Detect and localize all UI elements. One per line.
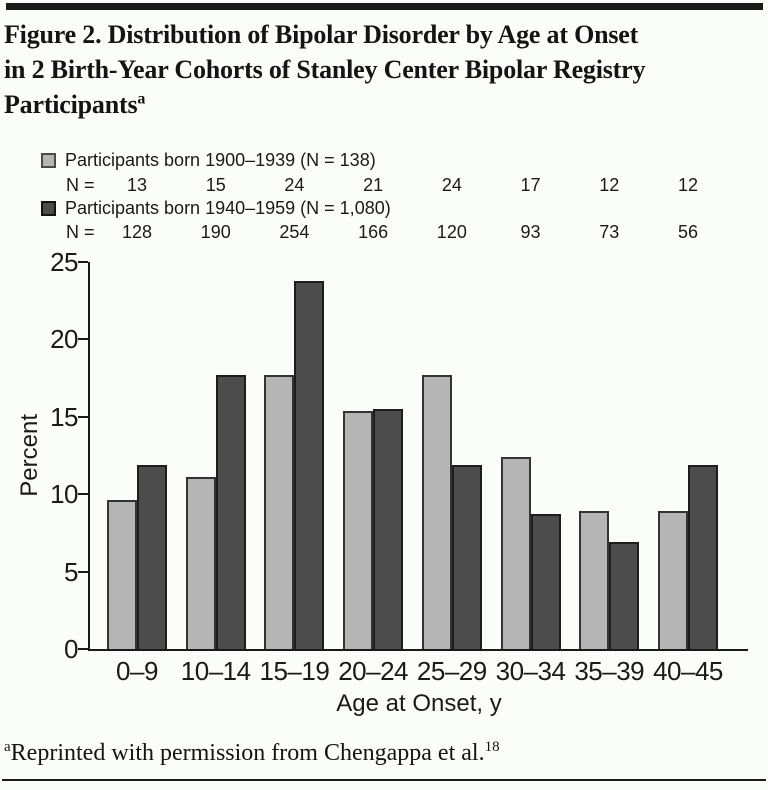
y-axis-tick bbox=[78, 648, 88, 650]
bar-cohort-1940-1959 bbox=[451, 464, 482, 649]
n-equals-label: N = bbox=[66, 222, 95, 242]
bottom-rule bbox=[2, 779, 766, 781]
x-axis-title: Age at Onset, y bbox=[336, 690, 502, 717]
footnote-text: Reprinted with permission from Chengappa… bbox=[10, 740, 485, 766]
y-tick-label: 15 bbox=[50, 401, 78, 432]
figure-title-line-2: in 2 Birth-Year Cohorts of Stanley Cente… bbox=[4, 55, 646, 84]
plot-area: Percent Age at Onset, y 0 5 10 15 20 25 0–9 10–… bbox=[16, 248, 748, 717]
n-value: 120 bbox=[436, 222, 467, 242]
footnote-reference: 18 bbox=[484, 739, 500, 755]
x-tick-label: 20–24 bbox=[338, 656, 409, 686]
legend-swatch-1940-1959 bbox=[41, 200, 56, 216]
n-value: 254 bbox=[279, 222, 310, 242]
bar-cohort-1900-1939 bbox=[343, 410, 374, 649]
figure-title: Figure 2. Distribution of Bipolar Disord… bbox=[4, 17, 762, 122]
legend-label-1940-1959: Participants born 1940–1959 (N = 1,080) bbox=[65, 197, 391, 218]
y-tick-label: 20 bbox=[50, 324, 78, 355]
n-value: 190 bbox=[200, 222, 231, 242]
n-value: 13 bbox=[126, 175, 148, 195]
x-tick-label: 35–39 bbox=[574, 656, 645, 686]
n-values-row-1940-1959: N = 128 190 254 166 120 93 73 56 bbox=[66, 222, 748, 242]
bar-cohort-1900-1939 bbox=[185, 477, 216, 649]
n-value: 93 bbox=[520, 222, 541, 242]
x-tick-label: 10–14 bbox=[180, 656, 251, 686]
figure-title-line-1: Figure 2. Distribution of Bipolar Disord… bbox=[4, 20, 639, 49]
top-rule bbox=[6, 3, 763, 10]
bar-cohort-1940-1959 bbox=[373, 409, 404, 649]
n-value: 12 bbox=[599, 175, 620, 195]
y-axis-tick bbox=[78, 338, 88, 341]
n-values-row-1900-1939: N = 13 15 24 21 24 17 12 12 bbox=[66, 175, 748, 195]
x-tick-label: 30–34 bbox=[495, 656, 566, 686]
n-value: 24 bbox=[284, 175, 305, 195]
figure-title-line-3: Participantsa bbox=[4, 87, 762, 122]
figure-title-superscript: a bbox=[137, 90, 146, 108]
n-value: 56 bbox=[677, 222, 698, 242]
n-value: 21 bbox=[363, 175, 384, 195]
figure-title-line-3-text: Participants bbox=[4, 90, 138, 119]
bar-cohort-1900-1939 bbox=[579, 511, 610, 649]
n-value: 166 bbox=[358, 222, 389, 242]
y-tick-label: 5 bbox=[64, 556, 78, 587]
n-value: 128 bbox=[121, 222, 153, 242]
y-axis-title: Percent bbox=[15, 262, 45, 649]
y-axis-tick bbox=[78, 415, 88, 418]
x-tick-label: 0–9 bbox=[116, 656, 158, 686]
n-value: 12 bbox=[677, 175, 698, 195]
bar-cohort-1900-1939 bbox=[657, 511, 688, 649]
bar-cohort-1940-1959 bbox=[294, 280, 325, 649]
legend-item-cohort-1940-1959: Participants born 1940–1959 (N = 1,080) bbox=[41, 198, 391, 218]
bar-cohort-1940-1959 bbox=[137, 464, 167, 649]
y-axis-tick bbox=[78, 261, 88, 263]
x-tick-label: 40–45 bbox=[653, 656, 723, 686]
legend-swatch-1900-1939 bbox=[41, 152, 56, 168]
footnote-superscript: a bbox=[4, 739, 11, 755]
bar-cohort-1900-1939 bbox=[500, 457, 531, 649]
n-value: 15 bbox=[205, 175, 226, 195]
y-axis-tick bbox=[78, 493, 88, 496]
n-value: 73 bbox=[599, 222, 620, 242]
bar-cohort-1940-1959 bbox=[530, 514, 561, 649]
bar-cohort-1940-1959 bbox=[215, 375, 246, 649]
n-value: 24 bbox=[441, 175, 462, 195]
y-tick-label: 0 bbox=[64, 634, 78, 664]
bar-cohort-1940-1959 bbox=[609, 542, 640, 649]
y-tick-label: 10 bbox=[50, 479, 78, 510]
bar-cohort-1900-1939 bbox=[107, 500, 137, 649]
n-value: 17 bbox=[520, 175, 541, 195]
bar-cohort-1900-1939 bbox=[264, 375, 295, 649]
y-tick-label: 25 bbox=[50, 247, 78, 277]
legend-item-cohort-1900-1939: Participants born 1900–1939 (N = 138) bbox=[41, 150, 376, 170]
bar-cohort-1900-1939 bbox=[421, 375, 452, 649]
x-tick-label: 25–29 bbox=[416, 656, 487, 686]
x-tick-label: 15–19 bbox=[259, 656, 330, 686]
bar-cohort-1940-1959 bbox=[687, 464, 718, 649]
footnote: aReprinted with permission from Chengapp… bbox=[4, 740, 500, 767]
y-axis-tick bbox=[78, 570, 88, 573]
n-equals-label: N = bbox=[66, 175, 95, 195]
legend-label-1900-1939: Participants born 1900–1939 (N = 138) bbox=[65, 149, 376, 170]
